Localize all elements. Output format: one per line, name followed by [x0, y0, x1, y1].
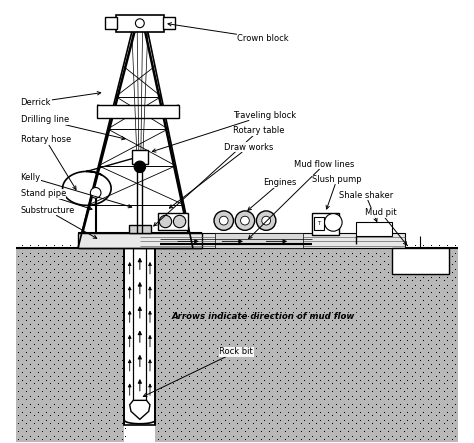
Text: Shale shaker: Shale shaker [338, 190, 393, 222]
Circle shape [214, 211, 234, 230]
Text: Crown block: Crown block [168, 23, 289, 43]
Text: Mud flow lines: Mud flow lines [248, 159, 355, 239]
Bar [16, 248, 124, 442]
Text: Draw works: Draw works [169, 143, 273, 208]
Circle shape [256, 211, 276, 230]
Circle shape [134, 161, 146, 173]
Circle shape [159, 215, 172, 228]
Bar [78, 233, 201, 248]
Circle shape [136, 19, 144, 27]
Text: Kelly: Kelly [20, 173, 132, 208]
Text: Stand pipe: Stand pipe [20, 189, 92, 210]
Circle shape [173, 215, 186, 228]
Bar [132, 151, 148, 164]
Text: Mud pit: Mud pit [365, 208, 407, 245]
Bar [133, 248, 146, 403]
Bar [314, 217, 324, 230]
Text: Derrick: Derrick [20, 92, 100, 107]
Text: Slush pump: Slush pump [312, 175, 362, 209]
Bar [215, 233, 303, 248]
Text: Substructure: Substructure [20, 206, 97, 238]
Text: Rotary table: Rotary table [154, 126, 284, 226]
Circle shape [91, 187, 101, 198]
Bar [124, 248, 155, 425]
Text: Rock bit: Rock bit [143, 347, 253, 396]
Bar [104, 17, 117, 29]
Text: Engines: Engines [248, 178, 297, 210]
Bar [129, 225, 151, 233]
Circle shape [324, 214, 342, 231]
Bar [140, 233, 405, 248]
Bar [116, 15, 164, 31]
Circle shape [262, 216, 271, 225]
Bar [155, 248, 458, 442]
Text: Drilling line: Drilling line [20, 116, 125, 140]
Bar [356, 222, 392, 236]
Circle shape [235, 211, 255, 230]
Circle shape [219, 216, 228, 225]
Bar [157, 213, 189, 230]
Text: T: T [318, 221, 321, 226]
Circle shape [241, 216, 249, 225]
Bar [97, 105, 179, 118]
Bar [163, 17, 175, 29]
Bar [392, 248, 449, 275]
Bar [312, 213, 338, 235]
Text: Traveling block: Traveling block [152, 111, 296, 152]
Polygon shape [130, 400, 150, 420]
Text: Arrows indicate direction of mud flow: Arrows indicate direction of mud flow [172, 312, 355, 321]
Text: Rotary hose: Rotary hose [20, 135, 76, 190]
